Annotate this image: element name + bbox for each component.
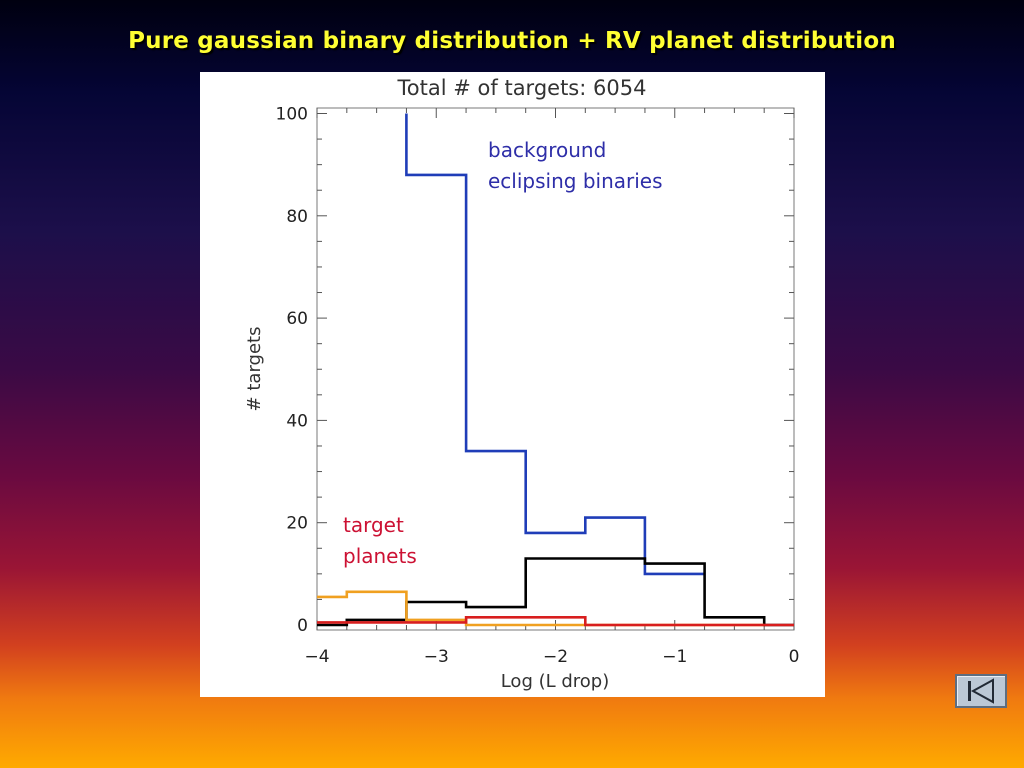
y-axis-label: # targets bbox=[244, 327, 265, 412]
y-tick-label: 40 bbox=[286, 411, 308, 431]
ticks-layer bbox=[316, 108, 795, 630]
planets-orange-series bbox=[317, 590, 765, 627]
y-tick-label: 60 bbox=[286, 309, 308, 329]
target-planets-annotation: target planets bbox=[343, 513, 417, 568]
y-tick-label: 100 bbox=[276, 105, 308, 125]
chart-svg: Total # of targets: 6054 −4 −3 −2 −1 0 0 20 40 6… bbox=[244, 76, 800, 692]
eclipsing-binaries-series bbox=[405, 113, 705, 576]
series-layer bbox=[317, 113, 794, 627]
first-slide-button[interactable] bbox=[955, 674, 1007, 708]
y-tick-label: 0 bbox=[297, 616, 308, 636]
annotation-line: target bbox=[343, 513, 404, 537]
x-tick-label: −2 bbox=[543, 647, 568, 667]
chart-header: Total # of targets: 6054 bbox=[397, 76, 647, 100]
histogram-chart: Total # of targets: 6054 −4 −3 −2 −1 0 0 20 40 6… bbox=[200, 72, 825, 697]
x-tick-label: −4 bbox=[304, 647, 329, 667]
y-tick-label: 80 bbox=[286, 207, 308, 227]
annotation-line: planets bbox=[343, 544, 417, 568]
labels-layer: −4 −3 −2 −1 0 0 20 40 60 80 100 bbox=[276, 105, 800, 668]
x-tick-label: −1 bbox=[662, 647, 687, 667]
y-tick-label: 20 bbox=[286, 514, 308, 534]
annotation-line: eclipsing binaries bbox=[488, 169, 663, 193]
annotation-line: background bbox=[488, 138, 606, 162]
total-series bbox=[317, 557, 794, 627]
eclipsing-binaries-annotation: background eclipsing binaries bbox=[488, 138, 663, 193]
planets-red-series bbox=[317, 615, 794, 627]
x-axis-label: Log (L drop) bbox=[501, 671, 610, 692]
slide-title: Pure gaussian binary distribution + RV p… bbox=[128, 28, 896, 54]
x-tick-label: −3 bbox=[424, 647, 449, 667]
first-slide-icon bbox=[968, 678, 994, 704]
x-tick-label: 0 bbox=[789, 647, 800, 667]
